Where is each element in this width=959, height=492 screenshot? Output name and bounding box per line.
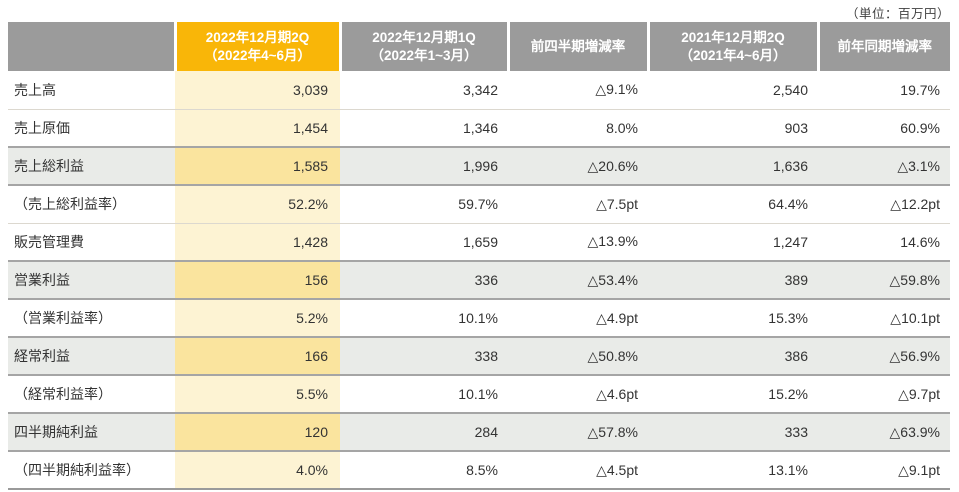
row-label: 売上総利益 bbox=[14, 158, 84, 174]
row-label: （営業利益率） bbox=[14, 310, 112, 326]
cell: 166 bbox=[175, 337, 340, 375]
cell: 15.2% bbox=[768, 386, 808, 402]
column-header-qoq-change: 前四半期増減率 bbox=[506, 22, 648, 71]
cell: 52.2% bbox=[175, 185, 340, 223]
cell: 60.9% bbox=[900, 119, 940, 136]
cell: △63.9% bbox=[889, 423, 940, 440]
cell: 2,540 bbox=[772, 81, 808, 98]
cell: 5.2% bbox=[175, 299, 340, 337]
row-label: 四半期純利益 bbox=[14, 424, 98, 440]
table-body: 売上高 3,039 3,342 △9.1% 2,540 19.7% 売上原価 1… bbox=[8, 71, 950, 489]
cell: △9.7pt bbox=[898, 385, 940, 402]
cell: △20.6% bbox=[587, 157, 638, 174]
row-label: （四半期純利益率） bbox=[14, 462, 140, 478]
table-row-sga-expenses: 販売管理費 1,428 1,659 △13.9% 1,247 14.6% bbox=[8, 223, 950, 261]
row-label: 販売管理費 bbox=[14, 233, 84, 250]
cell: △12.2pt bbox=[890, 195, 940, 212]
cell: △50.8% bbox=[587, 347, 638, 364]
row-label: 経常利益 bbox=[14, 348, 70, 364]
cell: △7.5pt bbox=[596, 195, 638, 212]
row-label: 営業利益 bbox=[14, 272, 70, 288]
cell: △57.8% bbox=[587, 423, 638, 440]
cell: 333 bbox=[784, 424, 808, 440]
table-row-quarterly-net-income: 四半期純利益 120 284 △57.8% 333 △63.9% bbox=[8, 413, 950, 451]
cell: 64.4% bbox=[768, 196, 808, 213]
cell: 4.0% bbox=[175, 451, 340, 489]
table-row-cost-of-sales: 売上原価 1,454 1,346 8.0% 903 60.9% bbox=[8, 109, 950, 147]
cell: △3.1% bbox=[897, 157, 940, 174]
table-row-ordinary-margin: （経常利益率） 5.5% 10.1% △4.6pt 15.2% △9.7pt bbox=[8, 375, 950, 413]
row-label: 売上原価 bbox=[14, 119, 70, 136]
cell: △4.5pt bbox=[596, 461, 638, 478]
cell: 120 bbox=[175, 413, 340, 451]
financial-results-table: 2022年12月期2Q （2022年4~6月） 2022年12月期1Q （202… bbox=[8, 22, 950, 490]
cell: 1,346 bbox=[462, 119, 498, 136]
row-label: （売上総利益率） bbox=[14, 196, 126, 213]
cell: 336 bbox=[474, 272, 498, 288]
table-row-net-sales: 売上高 3,039 3,342 △9.1% 2,540 19.7% bbox=[8, 71, 950, 109]
cell: 386 bbox=[784, 348, 808, 364]
cell: 1,996 bbox=[462, 158, 498, 174]
cell: 3,342 bbox=[462, 81, 498, 98]
cell: 8.5% bbox=[466, 462, 498, 478]
column-header-2021-2q: 2021年12月期2Q （2021年4~6月） bbox=[646, 22, 818, 71]
cell: 1,636 bbox=[772, 158, 808, 174]
cell: 1,428 bbox=[175, 223, 340, 261]
cell: 284 bbox=[474, 424, 498, 440]
cell: △4.6pt bbox=[596, 385, 638, 402]
column-header-2022-2q: 2022年12月期2Q （2022年4~6月） bbox=[173, 22, 340, 71]
unit-note: （単位：百万円） bbox=[845, 7, 950, 21]
header-row: 2022年12月期2Q （2022年4~6月） 2022年12月期1Q （202… bbox=[8, 22, 950, 71]
cell: 5.5% bbox=[175, 375, 340, 413]
cell: 156 bbox=[175, 261, 340, 299]
cell: △9.1pt bbox=[898, 461, 940, 478]
column-header-row-labels bbox=[8, 22, 175, 71]
cell: 14.6% bbox=[900, 233, 940, 250]
table-header: 2022年12月期2Q （2022年4~6月） 2022年12月期1Q （202… bbox=[8, 22, 950, 71]
cell: △59.8% bbox=[889, 271, 940, 288]
table-row-ordinary-income: 経常利益 166 338 △50.8% 386 △56.9% bbox=[8, 337, 950, 375]
cell: △13.9% bbox=[587, 233, 638, 250]
cell: 389 bbox=[784, 272, 808, 288]
cell: 10.1% bbox=[458, 386, 498, 402]
column-header-yoy-change: 前年同期増減率 bbox=[816, 22, 950, 71]
cell: △4.9pt bbox=[596, 309, 638, 326]
cell: 1,585 bbox=[175, 147, 340, 185]
cell: 903 bbox=[784, 119, 808, 136]
cell: 338 bbox=[474, 348, 498, 364]
cell: 3,039 bbox=[175, 71, 340, 109]
cell: 59.7% bbox=[458, 196, 498, 213]
cell: 1,247 bbox=[772, 233, 808, 250]
column-header-2022-1q: 2022年12月期1Q （2022年1~3月） bbox=[338, 22, 508, 71]
cell: △9.1% bbox=[595, 81, 638, 98]
table-row-gross-profit: 売上総利益 1,585 1,996 △20.6% 1,636 △3.1% bbox=[8, 147, 950, 185]
cell: 1,454 bbox=[175, 109, 340, 147]
table-row-operating-income: 営業利益 156 336 △53.4% 389 △59.8% bbox=[8, 261, 950, 299]
cell: △53.4% bbox=[587, 271, 638, 288]
table-row-quarterly-net-margin: （四半期純利益率） 4.0% 8.5% △4.5pt 13.1% △9.1pt bbox=[8, 451, 950, 489]
cell: 13.1% bbox=[768, 462, 808, 478]
cell: 10.1% bbox=[458, 310, 498, 326]
cell: △56.9% bbox=[889, 347, 940, 364]
cell: △10.1pt bbox=[890, 309, 940, 326]
cell: 8.0% bbox=[606, 119, 638, 136]
cell: 15.3% bbox=[768, 310, 808, 326]
table-row-gross-profit-margin: （売上総利益率） 52.2% 59.7% △7.5pt 64.4% △12.2p… bbox=[8, 185, 950, 223]
table-row-operating-margin: （営業利益率） 5.2% 10.1% △4.9pt 15.3% △10.1pt bbox=[8, 299, 950, 337]
row-label: （経常利益率） bbox=[14, 386, 112, 402]
cell: 1,659 bbox=[462, 233, 498, 250]
cell: 19.7% bbox=[900, 81, 940, 98]
row-label: 売上高 bbox=[14, 81, 56, 98]
